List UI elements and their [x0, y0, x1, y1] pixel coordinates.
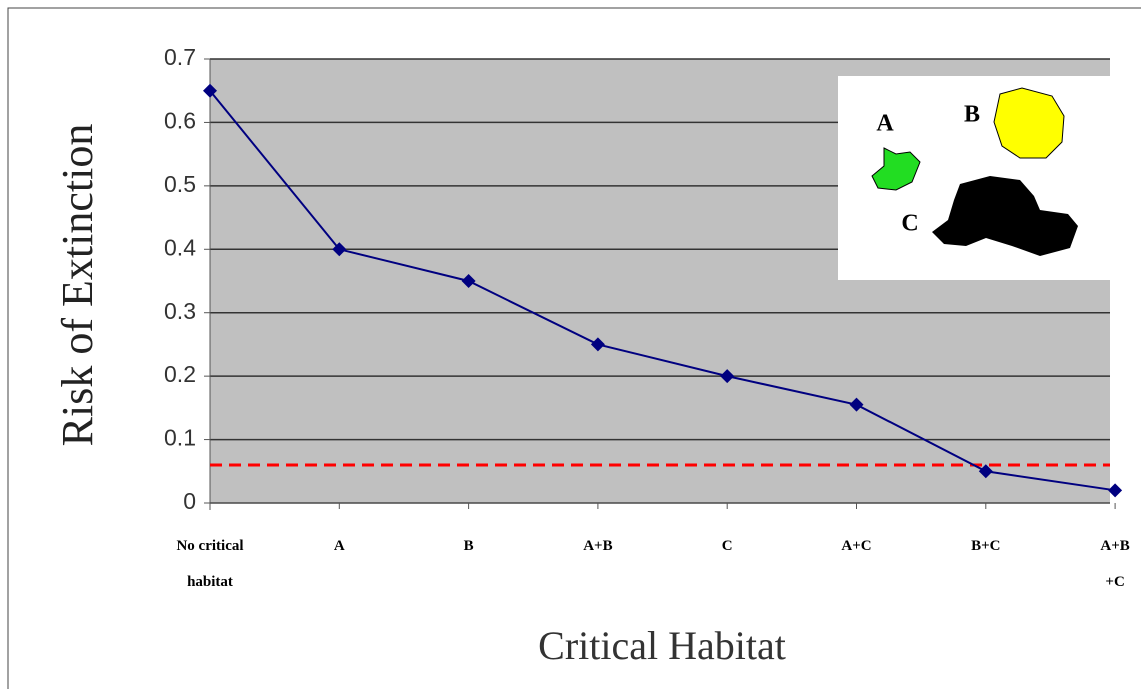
page: A B C Risk of Extinction Critical Habita… [0, 0, 1141, 689]
y-tick-label: 0.3 [164, 298, 196, 324]
y-axis-title: Risk of Extinction [53, 124, 102, 447]
x-tick-label: A+B +C [1055, 528, 1141, 600]
y-tick-label: 0.5 [164, 171, 196, 197]
y-tick-label: 0.7 [164, 44, 196, 70]
x-axis-title: Critical Habitat [538, 623, 786, 668]
data-point [1108, 483, 1122, 497]
y-tick-label: 0.2 [164, 361, 196, 387]
y-tick-label: 0.1 [164, 425, 196, 451]
x-tick-label: No critical habitat [150, 528, 270, 600]
x-tick-label: C [667, 528, 787, 564]
inset-label: A [876, 111, 894, 137]
y-tick-label: 0.4 [164, 234, 196, 260]
inset: A B C [838, 76, 1110, 280]
y-tick-label: 0.6 [164, 108, 196, 134]
x-tick-label: B+C [926, 528, 1046, 564]
inset-label: B [964, 102, 980, 128]
x-tick-label: B [409, 528, 529, 564]
x-tick-label: A+B [538, 528, 658, 564]
x-tick-label: A+C [797, 528, 917, 564]
inset-label: C [901, 211, 918, 237]
y-tick-label: 0 [183, 488, 196, 514]
habitat-b [994, 88, 1064, 158]
x-tick-label: A [279, 528, 399, 564]
